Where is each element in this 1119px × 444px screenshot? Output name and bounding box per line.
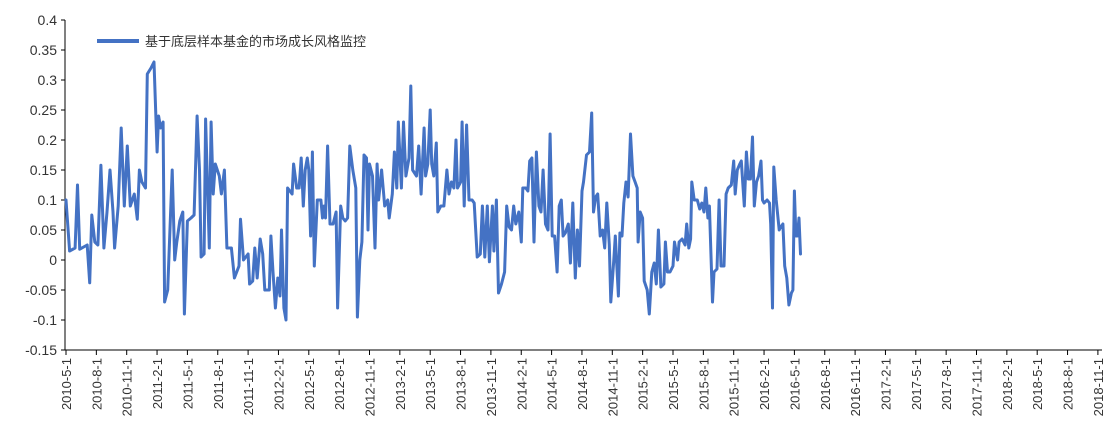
x-tick-label: 2012-2-1 bbox=[271, 358, 286, 410]
y-tick-label: 0.35 bbox=[30, 42, 57, 58]
x-tick-label: 2014-2-1 bbox=[514, 358, 529, 410]
y-tick-label: 0.05 bbox=[30, 222, 57, 238]
x-tick-label: 2016-2-1 bbox=[757, 358, 772, 410]
x-tick-label: 2018-2-1 bbox=[1000, 358, 1015, 410]
x-tick-label: 2017-2-1 bbox=[878, 358, 893, 410]
y-tick-label: 0.25 bbox=[30, 102, 57, 118]
x-tick-label: 2013-8-1 bbox=[454, 358, 469, 410]
x-tick-label: 2016-5-1 bbox=[787, 358, 802, 410]
x-axis: 2010-5-1 2010-8-1 2010-11-1 2011-2-1 2011-5-… bbox=[59, 349, 1106, 416]
x-tick-label: 2018-8-1 bbox=[1061, 358, 1076, 410]
x-tick-label: 2015-5-1 bbox=[666, 358, 681, 410]
x-tick-label: 2018-5-1 bbox=[1030, 358, 1045, 410]
x-tick-label: 2015-8-1 bbox=[696, 358, 711, 410]
series-layer bbox=[64, 60, 802, 322]
y-tick-label: 0 bbox=[49, 252, 57, 268]
x-tick-label: 2012-5-1 bbox=[302, 358, 317, 410]
x-tick-label: 2017-11-1 bbox=[970, 358, 985, 416]
x-tick-label: 2012-11-1 bbox=[363, 358, 378, 416]
x-tick-label: 2014-8-1 bbox=[575, 358, 590, 410]
x-tick-label: 2016-11-1 bbox=[848, 358, 863, 416]
series-line-0 bbox=[64, 60, 802, 322]
x-tick-label: 2010-11-1 bbox=[120, 358, 135, 416]
legend-label: 基于底层样本基金的市场成长风格监控 bbox=[145, 34, 366, 50]
x-tick-label: 2016-8-1 bbox=[818, 358, 833, 410]
x-tick-label: 2010-8-1 bbox=[89, 358, 104, 410]
y-tick-label: 0.15 bbox=[30, 162, 57, 178]
x-tick-label: 2014-11-1 bbox=[605, 358, 620, 416]
x-tick-label: 2015-11-1 bbox=[727, 358, 742, 416]
y-tick-label: 0.2 bbox=[38, 132, 58, 148]
y-tick-label: -0.1 bbox=[33, 312, 57, 328]
x-tick-label: 2017-8-1 bbox=[939, 358, 954, 410]
x-tick-label: 2011-2-1 bbox=[150, 358, 165, 409]
y-axis: 0.4 0.35 0.3 0.25 0.2 0.15 0.1 0.05 0 -0.05 -0.1 -0… bbox=[25, 12, 66, 358]
x-tick-label: 2013-2-1 bbox=[393, 358, 408, 410]
y-tick-label: -0.15 bbox=[25, 342, 57, 358]
x-tick-label: 2017-5-1 bbox=[909, 358, 924, 410]
y-tick-label: 0.3 bbox=[38, 72, 58, 88]
x-tick-label: 2013-11-1 bbox=[484, 358, 499, 416]
x-tick-label: 2011-11-1 bbox=[241, 358, 256, 415]
legend: 基于底层样本基金的市场成长风格监控 bbox=[97, 34, 366, 50]
x-tick-label: 2014-5-1 bbox=[545, 358, 560, 410]
x-tick-label: 2012-8-1 bbox=[332, 358, 347, 410]
x-tick-label: 2011-5-1 bbox=[180, 358, 195, 409]
x-tick-label: 2018-11-1 bbox=[1091, 358, 1106, 416]
x-tick-label: 2011-8-1 bbox=[211, 358, 226, 409]
x-tick-label: 2013-5-1 bbox=[423, 358, 438, 410]
x-tick-label: 2015-2-1 bbox=[636, 358, 651, 410]
x-tick-label: 2010-5-1 bbox=[59, 358, 74, 410]
y-tick-label: 0.4 bbox=[38, 12, 58, 28]
y-tick-label: -0.05 bbox=[25, 282, 57, 298]
y-tick-label: 0.1 bbox=[38, 192, 58, 208]
